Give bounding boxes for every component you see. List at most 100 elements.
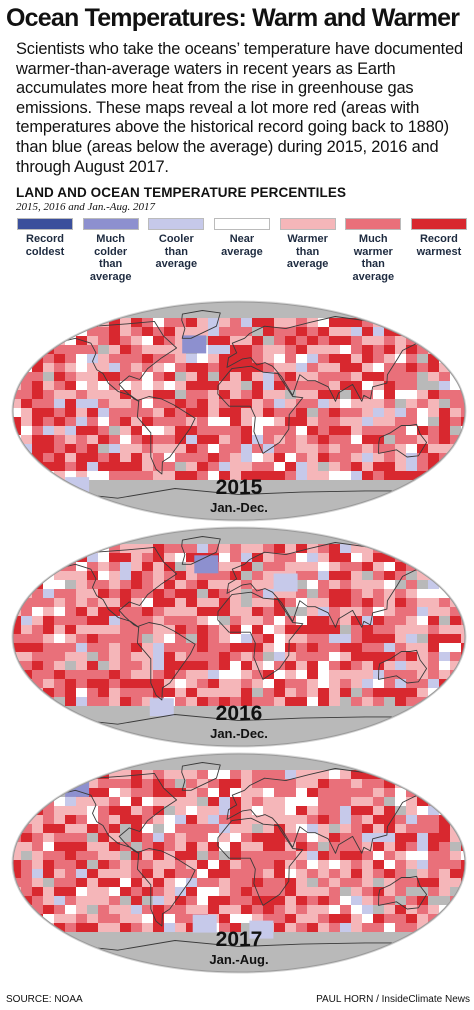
grid-cell xyxy=(428,535,440,545)
grid-cell xyxy=(406,815,418,825)
grid-cell xyxy=(373,905,385,915)
grid-cell xyxy=(142,544,154,554)
grid-cell xyxy=(87,869,99,879)
grid-cell xyxy=(384,336,396,346)
grid-cell xyxy=(54,516,66,520)
grid-cell xyxy=(120,706,132,716)
grid-cell xyxy=(406,444,418,454)
grid-cell xyxy=(153,580,165,590)
grid-cell xyxy=(318,435,330,445)
grid-cell xyxy=(351,754,363,762)
grid-cell xyxy=(351,354,363,364)
grid-cell xyxy=(318,824,330,834)
grid-cell xyxy=(384,679,396,689)
grid-cell xyxy=(164,670,176,680)
grid-cell xyxy=(241,679,253,689)
grid-cell xyxy=(318,770,330,780)
grid-cell xyxy=(76,589,88,599)
grid-cell xyxy=(428,302,440,310)
grid-cell xyxy=(13,616,22,626)
grid-cell xyxy=(307,598,319,608)
grid-cell xyxy=(54,399,66,409)
grid-cell xyxy=(32,453,44,463)
grid-cell xyxy=(197,941,209,951)
grid-cell xyxy=(164,688,176,698)
grid-cell xyxy=(439,869,451,879)
grid-cell xyxy=(230,779,242,789)
grid-cell xyxy=(296,616,308,626)
grid-cell xyxy=(76,661,88,671)
grid-cell xyxy=(439,516,451,520)
grid-cell xyxy=(252,643,264,653)
grid-cell xyxy=(98,754,110,762)
grid-cell xyxy=(252,779,264,789)
grid-cell xyxy=(87,815,99,825)
grid-cell xyxy=(21,688,33,698)
grid-cell xyxy=(461,544,465,554)
grid-cell xyxy=(406,923,418,933)
grid-cell xyxy=(340,417,352,427)
grid-cell xyxy=(153,589,165,599)
grid-cell xyxy=(285,507,297,517)
grid-cell xyxy=(362,318,374,328)
grid-cell xyxy=(65,607,77,617)
grid-cell xyxy=(351,842,363,852)
grid-cell xyxy=(461,354,465,364)
land-outline-south-america xyxy=(136,848,196,927)
grid-cell xyxy=(13,679,22,689)
grid-cell xyxy=(428,833,440,843)
grid-cell xyxy=(208,797,220,807)
grid-cell xyxy=(296,345,308,355)
grid-cell xyxy=(373,471,385,481)
grid-cell xyxy=(131,688,143,698)
grid-cell xyxy=(296,634,308,644)
grid-cell xyxy=(307,462,319,472)
grid-cell xyxy=(153,544,165,554)
grid-cell xyxy=(142,580,154,590)
grid-cell xyxy=(109,625,121,635)
cold-patch xyxy=(249,920,274,939)
grid-cell xyxy=(98,652,110,662)
grid-cell xyxy=(131,553,143,563)
grid-cell xyxy=(318,761,330,771)
author-credit: PAUL HORN / InsideClimate News xyxy=(316,994,470,1005)
grid-cell xyxy=(241,742,253,746)
grid-cell xyxy=(120,670,132,680)
grid-cell xyxy=(263,688,275,698)
grid-cell xyxy=(395,435,407,445)
grid-cell xyxy=(450,643,462,653)
grid-cell xyxy=(32,363,44,373)
grid-cell xyxy=(461,417,465,427)
grid-cell xyxy=(241,363,253,373)
grid-cell xyxy=(285,733,297,743)
grid-cell xyxy=(307,697,319,707)
grid-cell xyxy=(142,779,154,789)
grid-cell xyxy=(351,950,363,960)
grid-cell xyxy=(175,471,187,481)
grid-cell xyxy=(450,688,462,698)
grid-cell xyxy=(142,435,154,445)
grid-cell xyxy=(98,661,110,671)
grid-cell xyxy=(340,670,352,680)
grid-cell xyxy=(13,670,22,680)
grid-cell xyxy=(32,754,44,762)
grid-cell xyxy=(241,498,253,508)
grid-cell xyxy=(230,318,242,328)
grid-cell xyxy=(32,742,44,746)
land-outline-australia xyxy=(378,649,428,684)
grid-cell xyxy=(230,941,242,951)
grid-cell xyxy=(263,833,275,843)
grid-cell xyxy=(87,327,99,337)
grid-cell xyxy=(65,435,77,445)
temperature-map-2016: 2016 Jan.-Dec. xyxy=(10,526,468,748)
grid-cell xyxy=(285,354,297,364)
grid-cell xyxy=(340,616,352,626)
land-outline-greenland xyxy=(181,536,221,565)
grid-cell xyxy=(406,381,418,391)
grid-cell xyxy=(307,824,319,834)
grid-cell xyxy=(351,302,363,310)
grid-cell xyxy=(296,580,308,590)
grid-cell xyxy=(340,968,352,972)
grid-cell xyxy=(395,815,407,825)
grid-cell xyxy=(142,968,154,972)
